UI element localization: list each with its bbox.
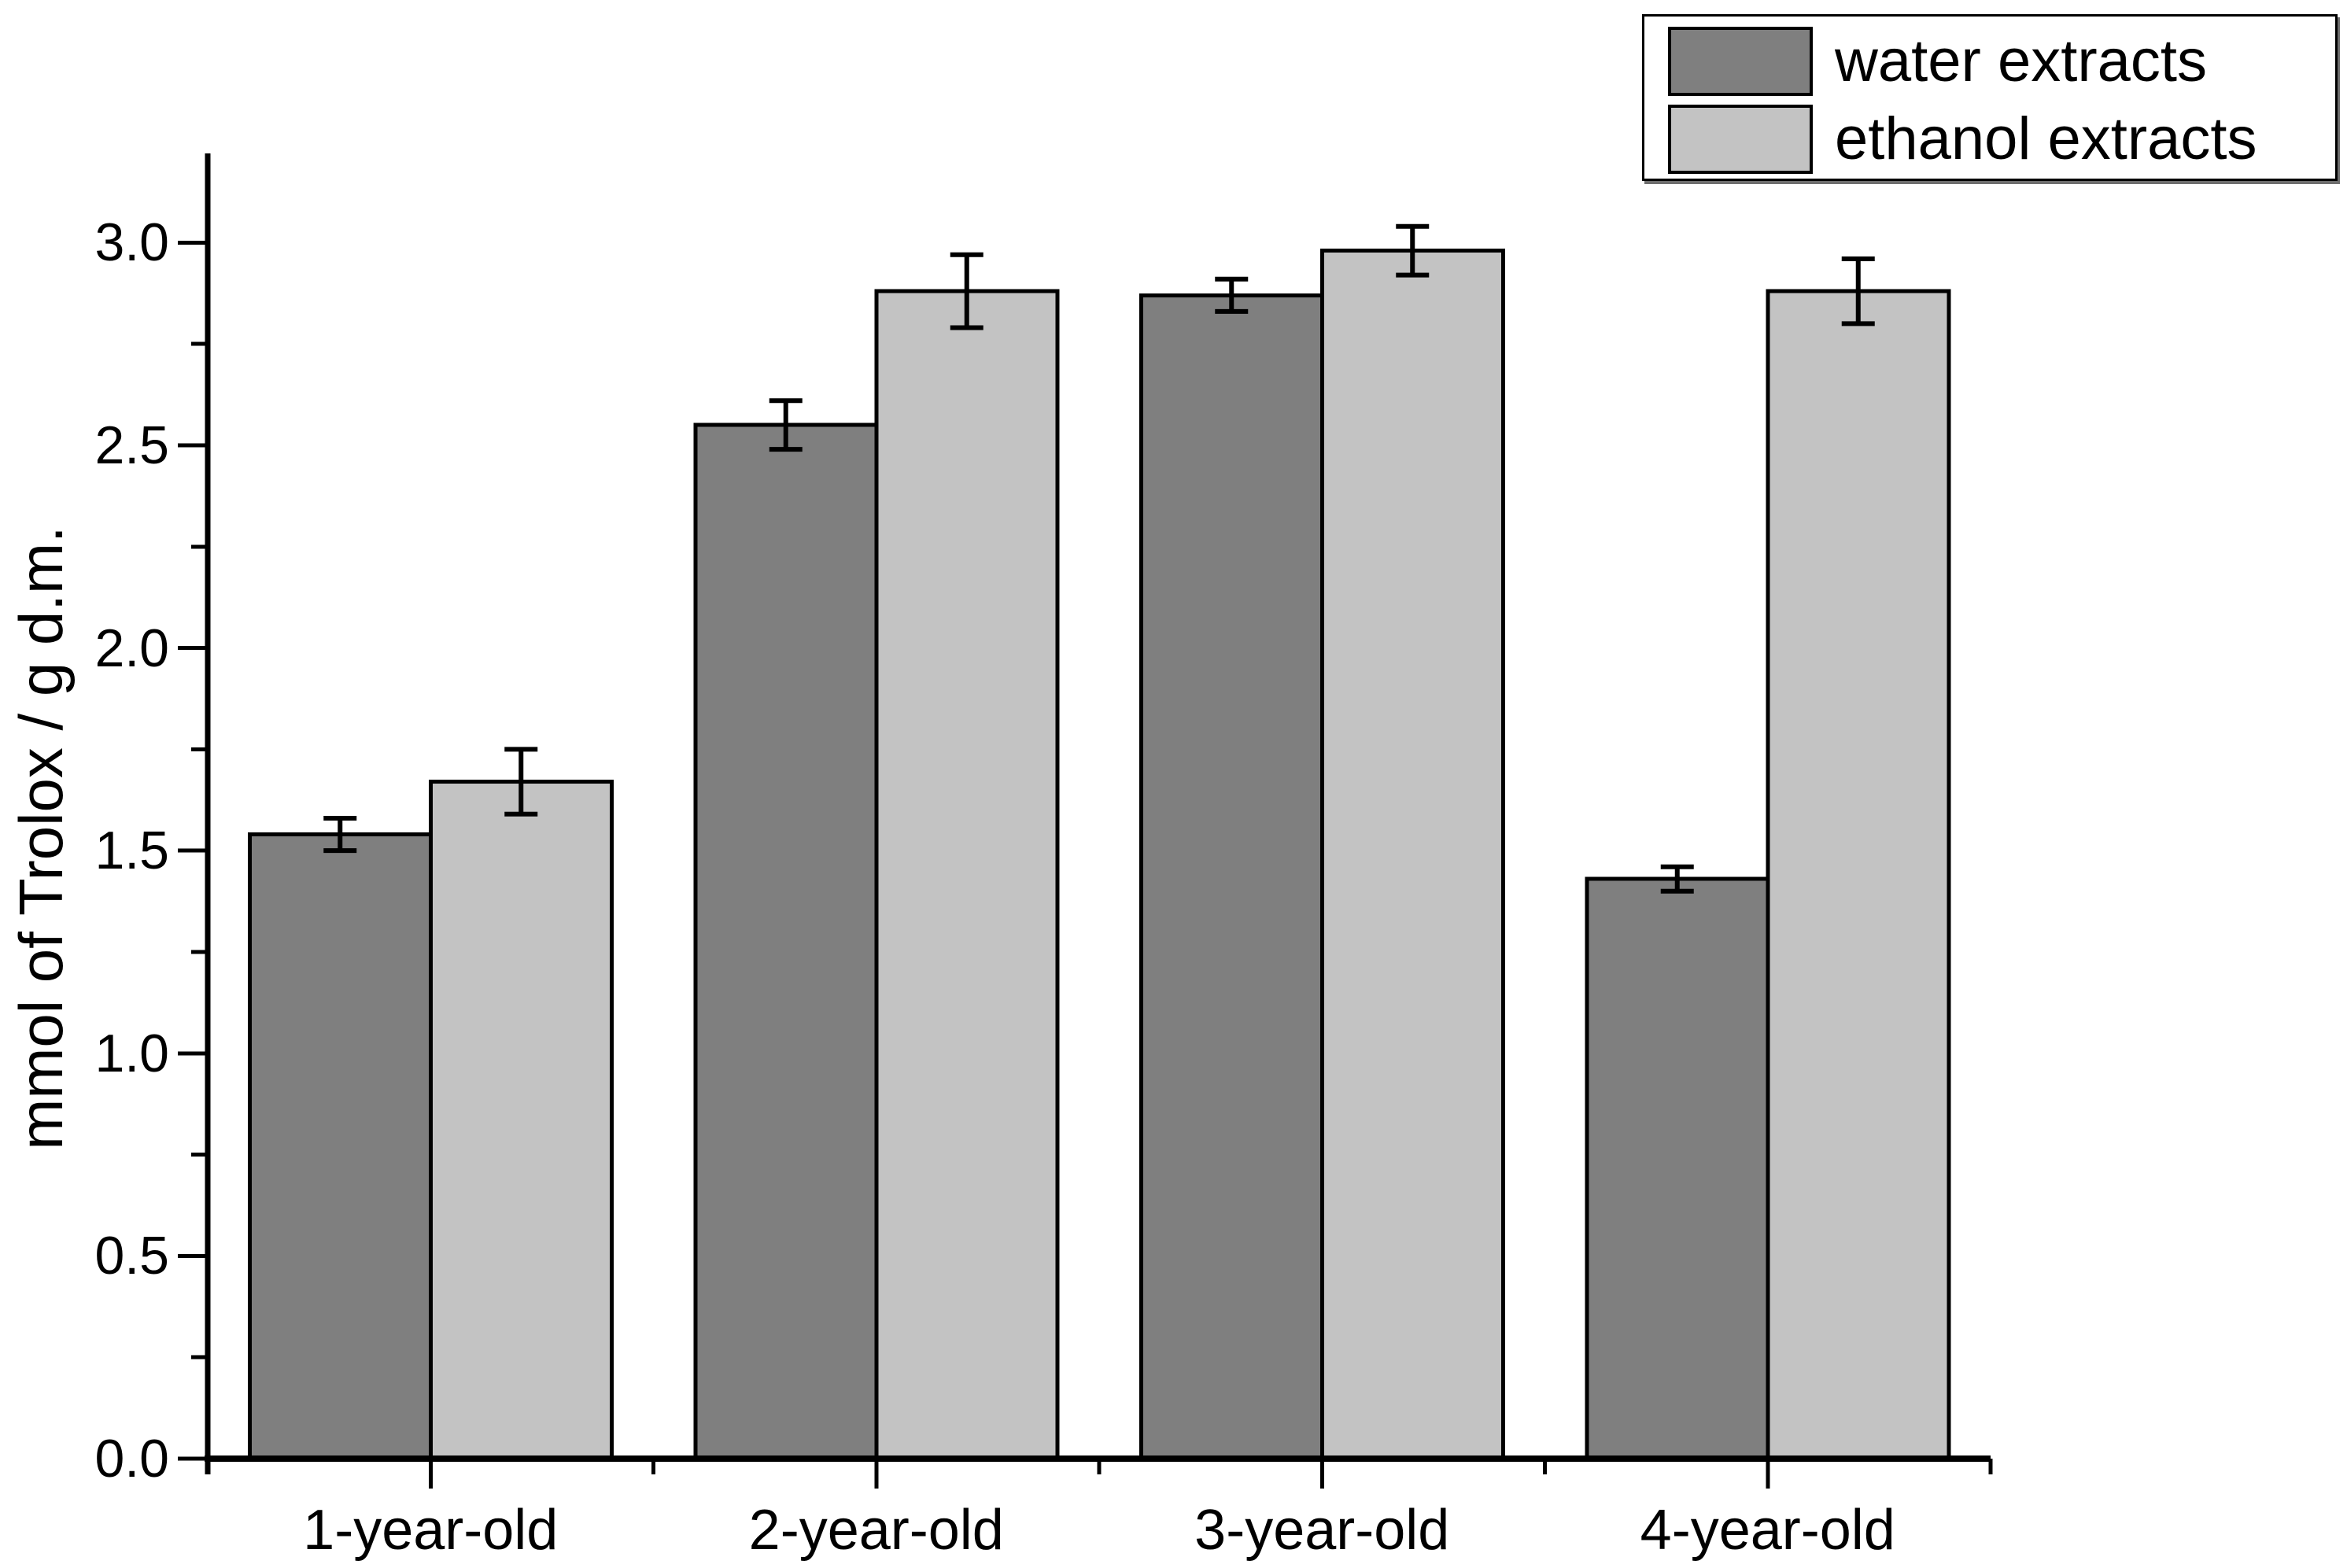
bar-water-1-year-old	[247, 832, 433, 1461]
y-tick-label-2.0: 2.0	[94, 618, 169, 678]
x-category-label-4-year-old: 4-year-old	[1640, 1499, 1895, 1562]
legend: water extracts ethanol extracts	[1642, 14, 2338, 181]
y-tick-label-3.0: 3.0	[94, 212, 169, 273]
x-category-label-2-year-old: 2-year-old	[748, 1499, 1004, 1562]
y-tick-label-0.0: 0.0	[94, 1429, 169, 1489]
legend-swatch-water-extracts	[1668, 27, 1813, 96]
legend-swatch-ethanol-extracts	[1668, 105, 1813, 174]
bar-ethanol-2-year-old	[874, 289, 1060, 1461]
y-tick-label-2.5: 2.5	[94, 415, 169, 475]
y-tick-label-1.0: 1.0	[94, 1023, 169, 1083]
x-category-label-3-year-old: 3-year-old	[1194, 1499, 1450, 1562]
x-category-label-1-year-old: 1-year-old	[303, 1499, 559, 1562]
bar-ethanol-1-year-old	[428, 780, 614, 1461]
legend-label-ethanol-extracts: ethanol extracts	[1835, 105, 2257, 172]
y-tick-label-0.5: 0.5	[94, 1226, 169, 1286]
bar-water-2-year-old	[693, 422, 879, 1461]
y-tick-label-1.5: 1.5	[94, 821, 169, 881]
legend-label-water-extracts: water extracts	[1835, 28, 2208, 94]
bar-ethanol-4-year-old	[1766, 289, 1951, 1461]
bar-water-4-year-old	[1585, 876, 1770, 1461]
bar-ethanol-3-year-old	[1319, 249, 1505, 1461]
bar-water-3-year-old	[1138, 293, 1324, 1461]
